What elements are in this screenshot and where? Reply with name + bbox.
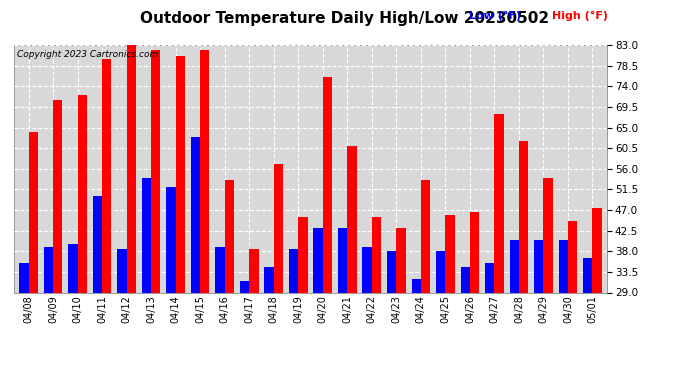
Bar [77, 95, 87, 292]
Bar [510, 240, 519, 292]
Bar [215, 247, 225, 292]
Bar [372, 217, 381, 292]
Text: High (°F): High (°F) [552, 11, 608, 21]
Bar [102, 59, 111, 292]
Bar [568, 222, 578, 292]
Bar [593, 208, 602, 292]
Bar [470, 212, 479, 292]
Text: Outdoor Temperature Daily High/Low 20230502: Outdoor Temperature Daily High/Low 20230… [141, 11, 549, 26]
Bar [166, 187, 176, 292]
Bar [362, 247, 372, 292]
Bar [485, 263, 495, 292]
Bar [436, 251, 445, 292]
Bar [68, 244, 77, 292]
Bar [323, 77, 332, 292]
Bar [225, 180, 234, 292]
Bar [559, 240, 568, 292]
Bar [387, 251, 396, 292]
Bar [298, 217, 308, 292]
Bar [53, 100, 62, 292]
Bar [43, 247, 53, 292]
Bar [264, 267, 274, 292]
Bar [583, 258, 593, 292]
Bar [396, 228, 406, 292]
Bar [92, 196, 102, 292]
Bar [249, 249, 259, 292]
Bar [126, 45, 136, 292]
Bar [519, 141, 529, 292]
Bar [142, 178, 151, 292]
Bar [347, 146, 357, 292]
Bar [289, 249, 298, 292]
Bar [19, 263, 28, 292]
Bar [28, 132, 38, 292]
Bar [460, 267, 470, 292]
Text: Copyright 2023 Cartronics.com: Copyright 2023 Cartronics.com [17, 50, 158, 59]
Bar [151, 50, 161, 292]
Bar [495, 114, 504, 292]
Bar [534, 240, 544, 292]
Bar [544, 178, 553, 292]
Bar [117, 249, 126, 292]
Bar [445, 214, 455, 292]
Bar [411, 279, 421, 292]
Bar [176, 57, 185, 292]
Text: Low (°F): Low (°F) [469, 11, 522, 21]
Bar [274, 164, 283, 292]
Bar [313, 228, 323, 292]
Bar [191, 136, 200, 292]
Bar [200, 50, 210, 292]
Bar [421, 180, 430, 292]
Bar [240, 281, 249, 292]
Bar [338, 228, 347, 292]
